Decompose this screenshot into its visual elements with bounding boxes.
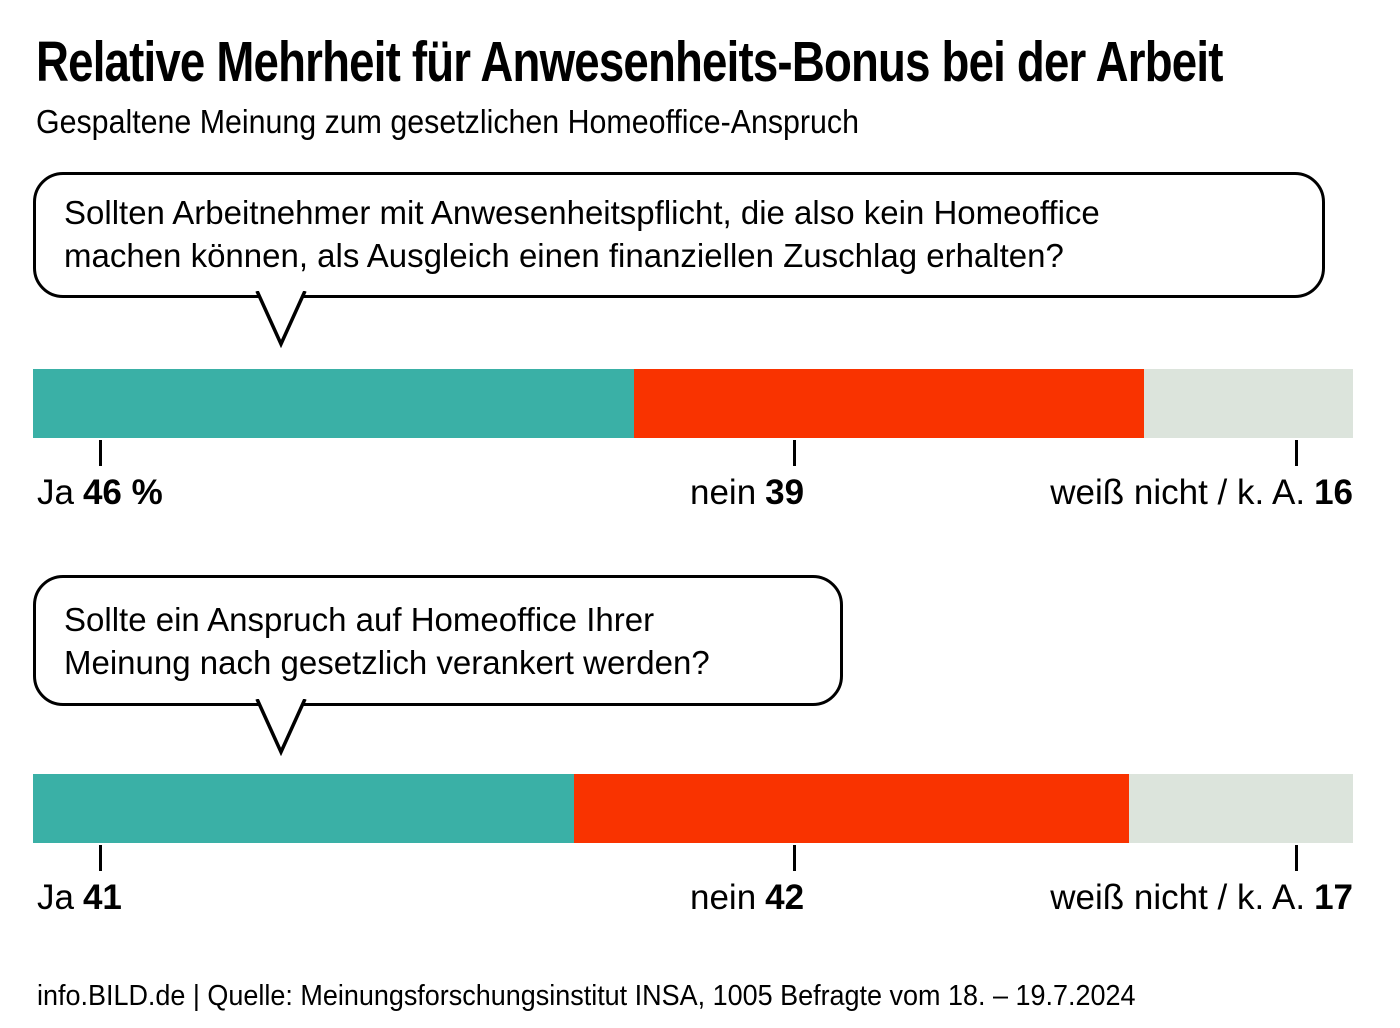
label-bar-1-weiss-nicht-value: 16	[1314, 473, 1353, 512]
speech-bubble-tail-icon	[255, 699, 307, 756]
label-bar-1-nein-value: 39	[765, 473, 805, 512]
labels-question-1: Ja 46 % nein 39 weiß nicht / k. A. 16	[33, 473, 1353, 518]
label-bar-2-nein-value: 42	[765, 878, 805, 917]
page-title: Relative Mehrheit für Anwesenheits-Bonus…	[36, 30, 1223, 94]
label-bar-1-nein-text: nein	[690, 473, 757, 512]
label-bar-2-ja-value: 41	[82, 878, 122, 917]
bar-1-segment-ja	[33, 369, 635, 438]
speech-bubble-question-1: Sollten Arbeitnehmer mit Anwesenheitspfl…	[33, 172, 1325, 348]
label-bar-1-nein: nein 39	[690, 473, 805, 513]
stacked-bar-question-2	[33, 774, 1354, 843]
bar-1-segment-nein	[634, 369, 1144, 438]
source-credit: info.BILD.de | Quelle: Meinungsforschung…	[37, 980, 1136, 1012]
label-bar-1-ja-value: 46 %	[82, 473, 163, 512]
page-subtitle: Gespaltene Meinung zum gesetzlichen Home…	[36, 103, 859, 140]
label-bar-2-weiss-nicht-text: weiß nicht / k. A.	[1050, 878, 1306, 917]
label-bar-2-nein: nein 42	[690, 878, 805, 918]
bar-1-segment-weiss-nicht	[1143, 369, 1353, 438]
label-bar-2-weiss-nicht: weiß nicht / k. A. 17	[1050, 878, 1353, 918]
tick-bar-2-weiss-nicht	[1295, 845, 1298, 871]
label-bar-1-ja-text: Ja	[37, 473, 74, 512]
tick-bar-1-ja	[99, 440, 102, 466]
tick-bar-2-nein	[793, 845, 796, 871]
bar-2-segment-weiss-nicht	[1128, 774, 1354, 843]
tick-bar-1-nein	[793, 440, 796, 466]
question-2-line-1: Sollte ein Anspruch auf Homeoffice Ihrer	[64, 601, 655, 638]
stacked-bar-question-1	[33, 369, 1353, 438]
label-bar-1-weiss-nicht-text: weiß nicht / k. A.	[1050, 473, 1306, 512]
label-bar-1-ja: Ja 46 %	[37, 473, 163, 513]
tick-bar-1-weiss-nicht	[1295, 440, 1298, 466]
speech-bubble-question-2: Sollte ein Anspruch auf Homeoffice Ihrer…	[33, 575, 843, 756]
label-bar-2-weiss-nicht-value: 17	[1314, 878, 1353, 917]
question-2-line-2: Meinung nach gesetzlich verankert werden…	[64, 643, 710, 681]
bar-2-segment-nein	[574, 774, 1129, 843]
bar-2-segment-ja	[33, 774, 575, 843]
tick-bar-2-ja	[99, 845, 102, 871]
label-bar-2-ja: Ja 41	[37, 878, 122, 918]
question-1-line-2: machen können, als Ausgleich einen finan…	[64, 236, 1064, 274]
question-1-line-1: Sollten Arbeitnehmer mit Anwesenheitspfl…	[64, 194, 1100, 231]
label-bar-2-ja-text: Ja	[37, 878, 74, 917]
label-bar-1-weiss-nicht: weiß nicht / k. A. 16	[1050, 473, 1353, 513]
speech-bubble-tail-icon	[255, 291, 307, 348]
label-bar-2-nein-text: nein	[690, 878, 757, 917]
labels-question-2: Ja 41 nein 42 weiß nicht / k. A. 17	[33, 878, 1353, 923]
